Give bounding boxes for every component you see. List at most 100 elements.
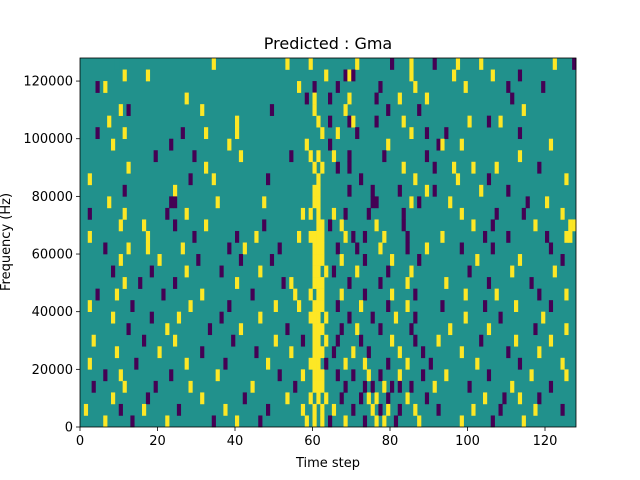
heatmap-cell: [308, 58, 313, 70]
heatmap-cell: [304, 92, 309, 105]
heatmap-cell: [560, 254, 565, 266]
heatmap-cell: [320, 242, 325, 255]
heatmap-cell: [362, 288, 368, 301]
heatmap-cell: [370, 403, 375, 416]
x-tick-label: 20: [149, 434, 166, 449]
heatmap-cell: [386, 357, 391, 370]
heatmap-cell: [386, 265, 391, 278]
heatmap-cell: [428, 357, 433, 370]
plot-background: [80, 58, 576, 427]
heatmap-cell: [312, 81, 317, 93]
heatmap-cell: [320, 161, 325, 174]
heatmap-cell: [114, 288, 120, 301]
heatmap-cell: [250, 288, 255, 301]
heatmap-cell: [541, 81, 546, 93]
heatmap-cell: [537, 288, 542, 301]
heatmap-cell: [370, 380, 375, 393]
heatmap-cell: [351, 115, 356, 128]
heatmap-cell: [374, 392, 379, 405]
heatmap-cell: [211, 58, 216, 70]
heatmap-cell: [95, 288, 100, 301]
heatmap-cell: [258, 311, 263, 324]
heatmap-cell: [386, 403, 391, 416]
heatmap-cell: [386, 392, 391, 405]
heatmap-cell: [324, 265, 329, 278]
heatmap-cell: [211, 415, 216, 428]
heatmap-cell: [413, 334, 418, 347]
heatmap-cell: [320, 230, 325, 243]
heatmap-cell: [215, 196, 220, 209]
heatmap-cells: [83, 58, 577, 428]
heatmap-cell: [432, 58, 437, 70]
heatmap-cell: [467, 380, 472, 393]
heatmap-cell: [417, 254, 422, 266]
heatmap-cell: [145, 230, 151, 243]
heatmap-cell: [200, 346, 205, 359]
heatmap-cell: [312, 92, 317, 105]
heatmap-cell: [297, 300, 302, 312]
x-tick-label: 0: [76, 434, 84, 449]
heatmap-cell: [483, 230, 488, 243]
heatmap-cell: [370, 196, 375, 209]
heatmap-cell: [552, 58, 557, 70]
x-tick-label: 60: [304, 434, 321, 449]
heatmap-cell: [393, 415, 399, 428]
heatmap-cell: [351, 369, 356, 382]
heatmap-cell: [335, 300, 340, 312]
heatmap-cell: [145, 392, 151, 405]
heatmap-cell: [514, 334, 519, 347]
heatmap-cell: [200, 104, 205, 116]
chart-title: Predicted : Gma: [264, 34, 392, 53]
heatmap-cell: [235, 277, 240, 289]
heatmap-cell: [401, 115, 406, 128]
heatmap-cell: [498, 115, 503, 128]
heatmap-cell: [471, 161, 476, 174]
heatmap-cell: [316, 288, 321, 301]
heatmap-cell: [343, 230, 348, 243]
heatmap-cell: [122, 69, 127, 82]
heatmap-cell: [490, 415, 495, 428]
heatmap-cell: [362, 230, 368, 243]
heatmap-cell: [320, 323, 325, 336]
heatmap-cell: [157, 254, 162, 266]
heatmap-cell: [300, 369, 306, 382]
heatmap-cell: [382, 415, 387, 428]
heatmap-cell: [145, 242, 151, 255]
heatmap-cell: [409, 127, 414, 140]
heatmap-cell: [320, 415, 325, 428]
heatmap-cell: [103, 369, 108, 382]
heatmap-cell: [188, 173, 193, 186]
heatmap-cell: [397, 346, 402, 359]
heatmap-cell: [161, 288, 166, 301]
heatmap-cell: [87, 300, 92, 312]
heatmap-cell: [266, 173, 271, 186]
heatmap-cell: [300, 403, 306, 416]
heatmap-cell: [111, 392, 116, 405]
heatmap-cell: [390, 288, 395, 301]
heatmap-cell: [564, 323, 569, 336]
heatmap-cell: [145, 69, 151, 82]
heatmap-cell: [103, 81, 108, 93]
heatmap-cell: [560, 207, 565, 220]
heatmap-cell: [517, 127, 523, 140]
heatmap-cell: [238, 254, 244, 266]
heatmap-cell: [134, 357, 139, 370]
heatmap-cell: [320, 127, 325, 140]
heatmap-cell: [401, 207, 406, 220]
heatmap-cell: [293, 288, 298, 301]
heatmap-cell: [316, 242, 321, 255]
heatmap-cell: [111, 311, 116, 324]
heatmap-cell: [548, 334, 554, 347]
heatmap-cell: [258, 265, 263, 278]
heatmap-cell: [475, 357, 480, 370]
heatmap-cell: [308, 150, 313, 163]
heatmap-cell: [502, 392, 507, 405]
heatmap-cell: [533, 323, 538, 336]
heatmap-cell: [103, 415, 108, 428]
heatmap-cell: [343, 415, 348, 428]
heatmap-cell: [316, 300, 321, 312]
heatmap-cell: [339, 254, 344, 266]
heatmap-cell: [374, 115, 379, 128]
heatmap-cell: [316, 219, 321, 232]
